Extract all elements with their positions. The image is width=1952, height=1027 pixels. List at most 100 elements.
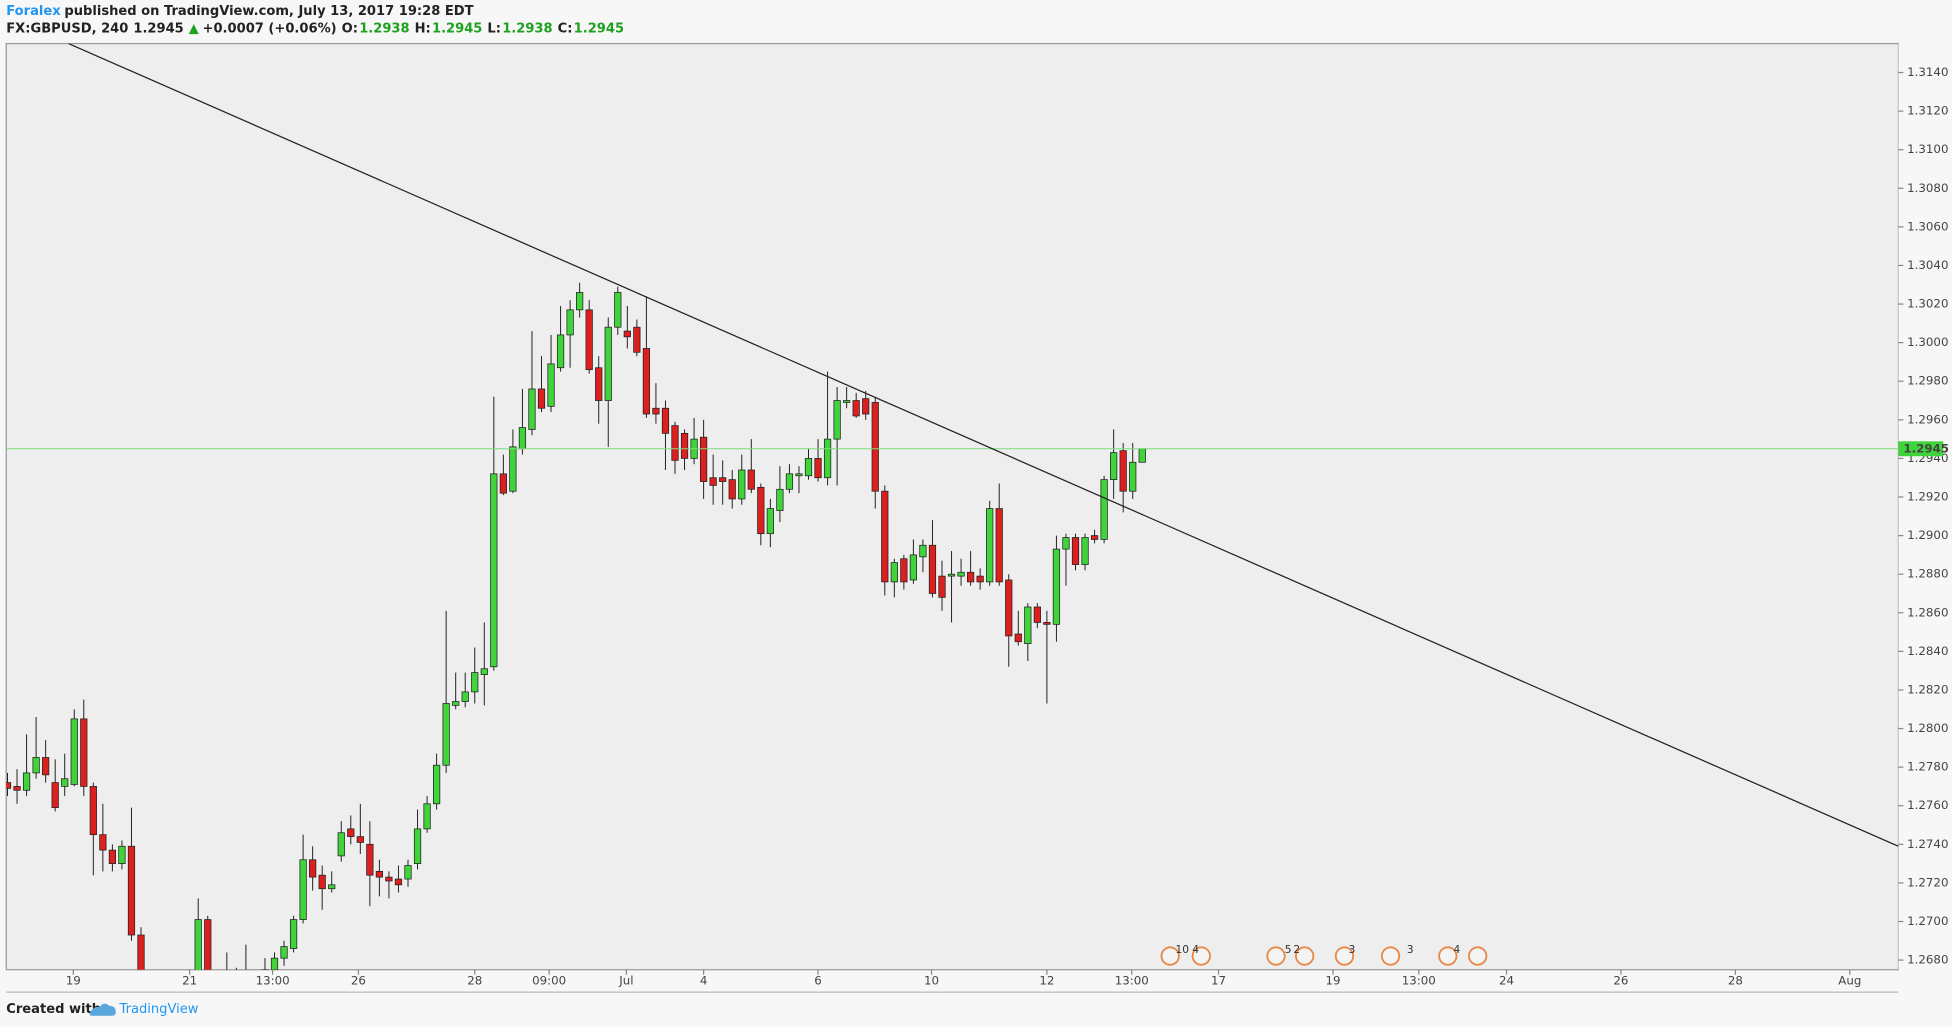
candle-body: [614, 292, 622, 328]
candle-body: [652, 407, 660, 415]
candle-body: [204, 919, 212, 970]
ohlc-label: L:: [487, 21, 501, 36]
candle-body: [375, 870, 384, 878]
price-axis: [1898, 43, 1952, 970]
plot: [6, 43, 1899, 970]
event-icon: [1160, 946, 1180, 966]
event-icon: [1294, 946, 1315, 966]
candle-body: [194, 919, 202, 970]
event-label: 3: [1407, 944, 1414, 956]
candle-body: [719, 477, 727, 482]
candle-body: [709, 477, 717, 486]
candle-body: [852, 400, 860, 417]
event-icon: [1191, 946, 1211, 966]
candle-body: [70, 718, 78, 785]
candle-body: [394, 878, 403, 886]
y-tick-label: 1.3140: [1907, 65, 1948, 79]
candle-body: [471, 672, 479, 693]
candle-body: [1100, 479, 1108, 540]
event-icons: [1160, 946, 1488, 966]
y-tick-label: 1.2840: [1907, 644, 1948, 658]
created-with: Created with: [6, 1002, 101, 1017]
ohlc-value: 1.2945: [432, 21, 482, 36]
ohlc-label: H:: [415, 21, 431, 36]
candle-body: [1062, 537, 1070, 550]
candle-body: [432, 764, 441, 805]
candle-body: [604, 326, 612, 401]
event-label: 10: [1176, 944, 1190, 956]
candle-body: [413, 828, 422, 864]
candle-body: [347, 828, 355, 837]
candle-body: [1090, 535, 1099, 540]
x-tick-label: 12: [1039, 973, 1054, 987]
candle-body: [137, 934, 145, 970]
candle-body: [1110, 452, 1118, 481]
event-label: 5: [1285, 944, 1292, 956]
arrow: ▲: [189, 21, 199, 36]
candle-body: [61, 778, 69, 787]
x-tick-label: 10: [924, 973, 939, 987]
candle-body: [881, 490, 889, 583]
y-tick-label: 1.3020: [1907, 297, 1948, 311]
candle-body: [337, 832, 345, 857]
candle-body: [89, 786, 97, 836]
candle-body: [633, 326, 641, 353]
candle-body: [728, 479, 736, 500]
x-tick-label: 28: [1728, 973, 1743, 987]
event-icon: [1438, 946, 1458, 966]
event-label: 3: [1349, 944, 1356, 956]
published: published on TradingView.com, July 13, 2…: [64, 4, 473, 19]
candle-body: [442, 703, 450, 766]
ohlc-label: O:: [342, 21, 358, 36]
y-tick-label: 1.2820: [1907, 682, 1948, 696]
candle-body: [1081, 537, 1089, 565]
y-tick-label: 1.2920: [1907, 490, 1948, 504]
y-tick-label: 1.3100: [1907, 142, 1948, 156]
candle-body: [766, 508, 774, 535]
event-icon: [1468, 946, 1488, 966]
y-tick-label: 1.2740: [1907, 837, 1948, 851]
candle-body: [1071, 537, 1080, 565]
y-tick-label: 1.2680: [1907, 953, 1948, 967]
candle-body: [528, 388, 536, 430]
candle-body: [986, 508, 994, 583]
candle-body: [890, 562, 898, 583]
author: Foralex: [6, 4, 61, 19]
candle-body: [595, 367, 603, 401]
event-icon: [1334, 946, 1355, 966]
candle-body: [642, 348, 651, 415]
candle-body: [328, 884, 336, 890]
candle-body: [833, 400, 841, 440]
candle-body: [843, 400, 851, 403]
candle-body: [823, 438, 832, 479]
y-tick-label: 1.2720: [1907, 875, 1948, 889]
candle-body: [556, 334, 565, 369]
ohlc-value: 1.2945: [574, 21, 624, 36]
candle-body: [518, 427, 527, 450]
candle-body: [423, 803, 431, 830]
candle-body: [1138, 448, 1146, 463]
x-tick-label: 26: [351, 973, 366, 987]
x-tick-label: 6: [814, 973, 822, 987]
candle-body: [13, 786, 21, 791]
price: 1.2945: [133, 21, 183, 36]
candle-body: [900, 558, 908, 583]
y-tick-label: 1.2800: [1907, 721, 1948, 735]
plot-area: [5, 42, 1900, 971]
candle-body: [127, 845, 136, 936]
y-tick-label: 1.2900: [1907, 528, 1948, 542]
candle-body: [814, 458, 822, 479]
candle-body: [490, 473, 498, 668]
candle-body: [738, 469, 746, 500]
candle-body: [461, 691, 469, 702]
event-icon: [1380, 946, 1401, 966]
change: +0.0007 (+0.06%): [203, 21, 337, 36]
y-tick-label: 1.2700: [1907, 914, 1948, 928]
candle-body: [270, 957, 279, 970]
candle-body: [480, 668, 488, 675]
candle-body: [1033, 606, 1041, 623]
x-tick-label: 21: [182, 973, 197, 987]
candle-body: [299, 859, 307, 920]
y-tick-label: 1.2860: [1907, 605, 1948, 619]
